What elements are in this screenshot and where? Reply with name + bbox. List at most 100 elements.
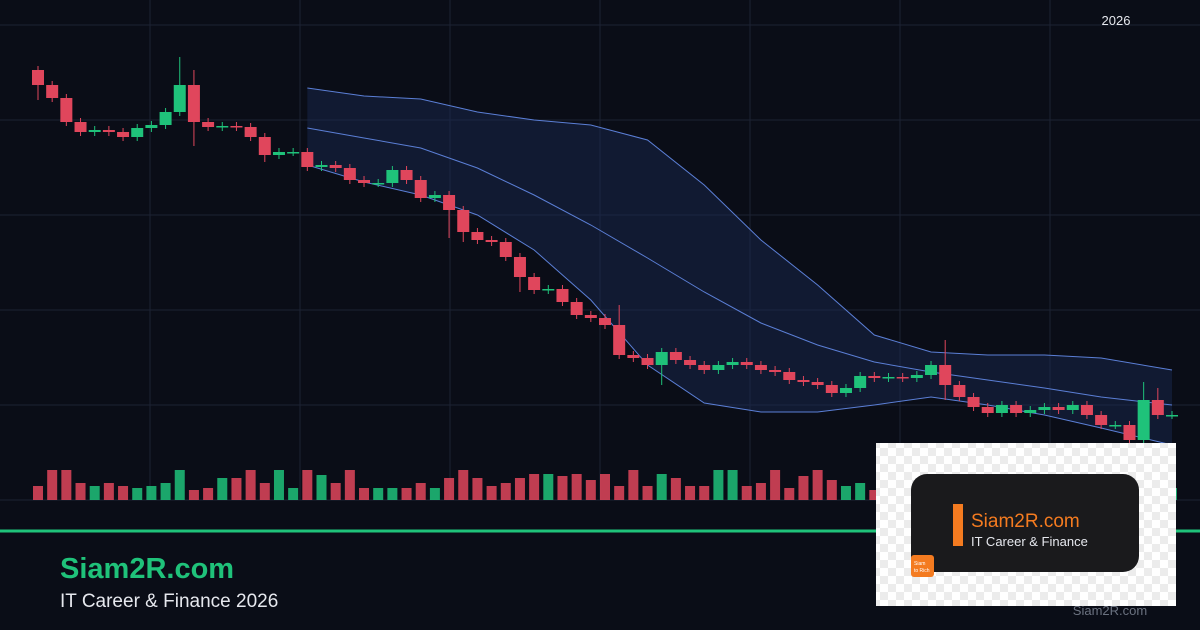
volume-bar bbox=[33, 486, 43, 500]
candle-body bbox=[485, 240, 498, 242]
candle-body bbox=[655, 352, 668, 365]
candle-body bbox=[981, 407, 994, 413]
volume-bar bbox=[458, 470, 469, 500]
volume-bar bbox=[61, 470, 72, 500]
brand-name: Siam2R.com bbox=[60, 553, 234, 585]
candle-body bbox=[88, 130, 101, 132]
candle-body bbox=[584, 315, 597, 318]
band-upper bbox=[307, 87, 1173, 371]
candle-body bbox=[684, 360, 697, 365]
volume-bar bbox=[188, 490, 199, 500]
volume-bar bbox=[401, 488, 412, 500]
volume-bar bbox=[585, 480, 596, 500]
volume-bar bbox=[642, 486, 653, 500]
volume-bar bbox=[472, 478, 483, 500]
candle-body bbox=[358, 180, 371, 183]
volume-bar bbox=[387, 488, 398, 500]
volume-bar bbox=[302, 470, 313, 500]
volume-bar bbox=[231, 478, 242, 500]
volume-bar bbox=[571, 474, 582, 500]
volume-bar bbox=[103, 483, 114, 500]
candle-body bbox=[372, 183, 385, 185]
candle-body bbox=[839, 388, 852, 393]
card bbox=[911, 474, 1139, 572]
watermark: Siam2R.com bbox=[1073, 603, 1147, 618]
volume-bar bbox=[557, 476, 568, 500]
candle-body bbox=[117, 132, 130, 137]
volume-bar bbox=[415, 483, 426, 500]
candle-body bbox=[32, 70, 44, 85]
candle-body bbox=[428, 195, 441, 198]
volume-bar bbox=[132, 488, 143, 500]
volume-bar bbox=[798, 476, 809, 500]
volume-bar bbox=[784, 488, 795, 500]
volume-bar bbox=[514, 478, 525, 500]
candle-body bbox=[740, 362, 753, 365]
volume-bar bbox=[217, 478, 228, 500]
candle-body bbox=[995, 405, 1008, 413]
candle-body bbox=[556, 289, 569, 302]
candle-body bbox=[287, 152, 300, 154]
volume-bar bbox=[75, 483, 86, 500]
volume-bar bbox=[316, 475, 327, 500]
candle-body bbox=[272, 152, 285, 155]
candle-body bbox=[1052, 407, 1065, 410]
candle-body bbox=[386, 170, 399, 183]
candle-body bbox=[258, 137, 271, 155]
candle-body bbox=[1123, 425, 1136, 440]
candle-body bbox=[925, 365, 938, 375]
candle-body bbox=[1066, 405, 1079, 410]
candle-body bbox=[202, 122, 215, 127]
candle-body bbox=[457, 210, 470, 232]
card-accent bbox=[953, 504, 963, 546]
candle-body bbox=[301, 152, 314, 167]
volume-bar bbox=[699, 486, 710, 500]
candle-body bbox=[613, 325, 626, 355]
candle-body bbox=[868, 376, 881, 378]
candle-body bbox=[46, 85, 59, 98]
candle-body bbox=[414, 180, 427, 198]
candle-body bbox=[698, 365, 711, 370]
candle-body bbox=[712, 365, 725, 370]
brand-tagline: IT Career & Finance 2026 bbox=[60, 591, 278, 612]
candle-body bbox=[173, 85, 186, 112]
candle-body bbox=[216, 126, 229, 128]
candle-body bbox=[1109, 425, 1122, 427]
volume-bar bbox=[89, 486, 100, 500]
candle-body bbox=[1010, 405, 1023, 413]
volume-bar bbox=[855, 483, 866, 500]
candle-body bbox=[967, 397, 980, 407]
candle-body bbox=[74, 122, 87, 132]
card-name: Siam2R.com bbox=[971, 511, 1080, 532]
volume-bar bbox=[670, 478, 681, 500]
candle-body bbox=[1137, 400, 1150, 440]
candle-body bbox=[754, 365, 767, 370]
logo-line1: Siam bbox=[914, 561, 925, 567]
logo-card: Siam2R.com IT Career & Finance Siam to R… bbox=[876, 443, 1176, 606]
volume-bar bbox=[685, 486, 696, 500]
candle-body bbox=[400, 170, 413, 180]
candle-body bbox=[513, 257, 526, 277]
volume-bar bbox=[741, 486, 752, 500]
candle-body bbox=[60, 98, 73, 122]
volume-bar bbox=[118, 486, 129, 500]
candle-body bbox=[315, 165, 328, 167]
band-fill bbox=[307, 88, 1172, 445]
volume-bar bbox=[146, 486, 157, 500]
candle-body bbox=[159, 112, 172, 125]
volume-bar bbox=[500, 483, 511, 500]
volume-bar bbox=[330, 483, 341, 500]
volume-bar bbox=[727, 470, 738, 500]
volume-bar bbox=[713, 470, 724, 500]
logo-line2: to Rich bbox=[914, 568, 930, 574]
candle-body bbox=[627, 355, 640, 358]
volume-bar bbox=[174, 470, 185, 500]
candle-body bbox=[145, 125, 158, 128]
volume-bar bbox=[869, 490, 880, 500]
volume-bar bbox=[203, 488, 214, 500]
candle-body bbox=[102, 130, 115, 132]
volume-bar bbox=[429, 488, 440, 500]
candle-body bbox=[528, 277, 541, 290]
volume-bar bbox=[628, 470, 639, 500]
